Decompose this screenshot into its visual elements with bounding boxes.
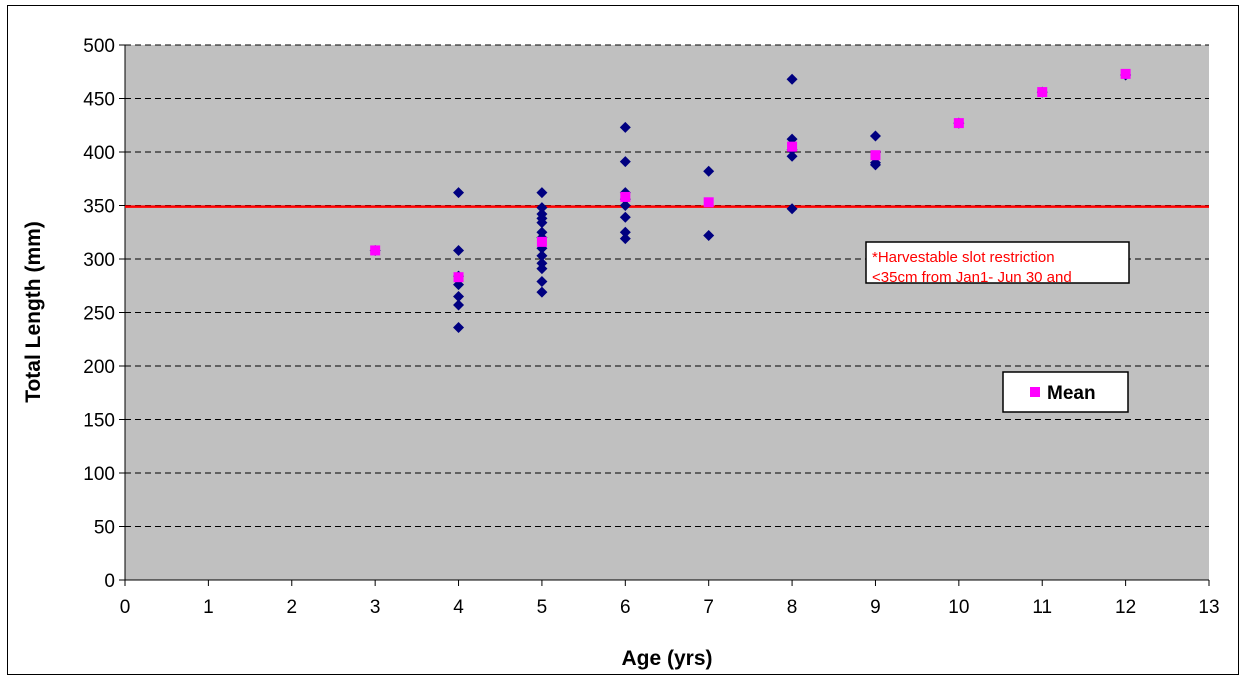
legend-marker-mean	[1030, 387, 1040, 397]
x-axis-title: Age (yrs)	[621, 647, 712, 670]
data-point-fish	[536, 187, 548, 199]
data-point-fish	[536, 250, 548, 262]
data-point-fish	[869, 130, 881, 142]
data-point-fish	[453, 290, 465, 302]
x-tick-label: 7	[703, 597, 714, 618]
data-point-fish	[703, 229, 715, 241]
data-point-mean	[370, 245, 381, 256]
x-tick-label: 10	[948, 597, 969, 618]
legend: Mean	[1002, 371, 1129, 413]
x-tick-label: 9	[870, 597, 881, 618]
x-tick-label: 0	[120, 597, 131, 618]
y-tick-label: 150	[83, 411, 115, 432]
data-point-fish	[619, 233, 631, 245]
x-tick-label: 8	[787, 597, 798, 618]
data-point-mean	[1120, 68, 1131, 79]
data-point-fish	[786, 203, 798, 215]
x-tick-label: 2	[286, 597, 297, 618]
data-point-fish	[536, 275, 548, 287]
annotation-line-1: *Harvestable slot restriction	[872, 249, 1055, 266]
x-tick-label: 6	[620, 597, 631, 618]
x-tick-label: 11	[1032, 597, 1052, 618]
y-tick-label: 350	[83, 197, 115, 218]
data-point-fish	[786, 73, 798, 85]
data-point-mean	[870, 150, 881, 161]
y-tick-label: 200	[83, 357, 115, 378]
y-axis-title: Total Length (mm)	[22, 221, 45, 403]
data-point-mean	[620, 191, 631, 202]
y-tick-label: 0	[104, 571, 115, 592]
data-point-mean	[453, 272, 464, 283]
y-tick-label: 250	[83, 304, 115, 325]
x-tick-label: 3	[370, 597, 381, 618]
data-point-fish	[453, 244, 465, 256]
y-tick-label: 50	[94, 518, 115, 539]
annotation-line-2: <35cm from Jan1- Jun 30 and	[872, 269, 1072, 286]
data-points	[369, 68, 1132, 333]
data-point-fish	[619, 156, 631, 168]
x-tick-label: 12	[1115, 597, 1136, 618]
legend-label-mean: Mean	[1047, 383, 1096, 404]
y-tick-label: 450	[83, 90, 115, 111]
data-point-fish	[453, 321, 465, 333]
y-tick-label: 100	[83, 464, 115, 485]
x-tick-label: 1	[203, 597, 214, 618]
x-tick-label: 4	[453, 597, 464, 618]
data-point-fish	[536, 202, 548, 214]
x-tick-label: 13	[1198, 597, 1219, 618]
data-point-fish	[536, 217, 548, 229]
data-point-fish	[536, 286, 548, 298]
data-point-mean	[703, 197, 714, 208]
x-tick-label: 5	[537, 597, 548, 618]
y-tick-label: 500	[83, 36, 115, 57]
data-point-fish	[619, 200, 631, 211]
data-point-mean	[953, 118, 964, 129]
data-point-fish	[536, 263, 548, 275]
y-tick-label: 300	[83, 250, 115, 271]
data-point-mean	[1037, 87, 1048, 98]
data-point-fish	[453, 299, 465, 311]
data-point-fish	[703, 165, 715, 177]
y-tick-label: 400	[83, 143, 115, 164]
data-point-fish	[786, 150, 798, 162]
data-point-mean	[787, 141, 798, 152]
data-point-mean	[536, 236, 547, 247]
data-point-fish	[869, 159, 881, 171]
data-point-fish	[619, 121, 631, 133]
data-point-fish	[619, 211, 631, 223]
data-point-fish	[453, 187, 465, 199]
annotation-box: *Harvestable slot restriction <35cm from…	[865, 241, 1130, 286]
data-point-fish	[619, 226, 631, 238]
